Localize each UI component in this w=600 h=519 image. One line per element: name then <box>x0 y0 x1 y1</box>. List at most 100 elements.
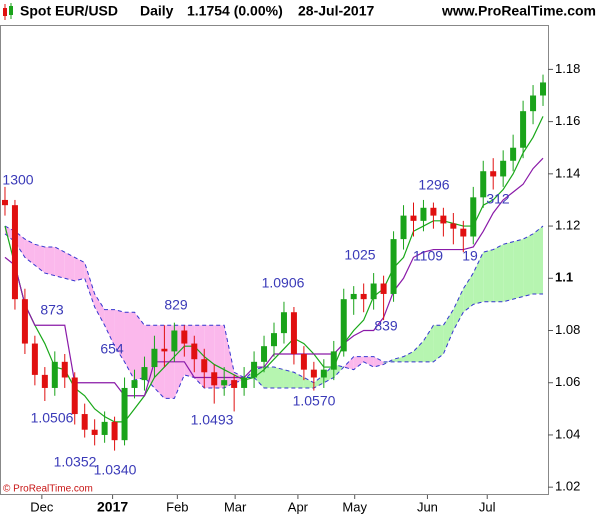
candle-body <box>310 369 317 378</box>
y-tick-label: 1.1 <box>555 270 573 285</box>
cloud-segment <box>124 312 135 381</box>
cloud-segment <box>104 309 115 347</box>
cloud-segment <box>274 367 284 388</box>
x-tick-label: May <box>342 499 367 514</box>
plot-frame <box>0 25 549 495</box>
y-tick-label: 1.16 <box>555 113 580 128</box>
x-tick-label: Jul <box>479 499 496 514</box>
candle-body <box>410 215 417 221</box>
candle-body <box>61 361 68 378</box>
candle-body <box>91 429 98 435</box>
y-tick-label: 1.06 <box>555 374 580 389</box>
period: Daily <box>140 3 174 19</box>
cloud-segment <box>473 252 484 305</box>
cloud-segment <box>313 374 324 388</box>
cloud-segment <box>393 356 404 362</box>
candle-body <box>121 387 128 441</box>
candle-body <box>460 228 467 237</box>
candle-body <box>400 215 407 240</box>
candle-body <box>330 351 337 370</box>
candle-body <box>221 380 228 386</box>
cloud-segment <box>94 293 105 326</box>
cloud-segment <box>343 356 354 370</box>
x-tick-label: Dec <box>30 499 54 514</box>
candle-body <box>530 95 537 112</box>
candle-body <box>370 283 377 300</box>
cloud-segment <box>383 359 394 365</box>
cloud-segment <box>373 356 384 368</box>
source: www.ProRealTime.com <box>441 3 596 19</box>
annotation: 1.0340 <box>94 462 137 478</box>
cloud-segment <box>34 244 45 274</box>
cloud-segment <box>54 246 65 279</box>
candle-body <box>171 330 178 352</box>
annotation: 654 <box>100 341 124 357</box>
x-tick-label: Mar <box>224 499 247 514</box>
cloud-segment <box>84 262 95 307</box>
cloud-segment <box>493 244 504 302</box>
candle-body <box>41 374 48 388</box>
candle-body <box>470 197 477 237</box>
candle-body <box>390 239 397 294</box>
y-tick-label: 1.12 <box>555 217 580 232</box>
candle-body <box>151 348 158 368</box>
cloud-segment <box>74 257 85 281</box>
x-tick-label: Jun <box>417 499 438 514</box>
cloud-segment <box>413 340 424 362</box>
candle-body <box>350 293 357 300</box>
x-tick-label: Apr <box>288 499 309 514</box>
candle-body <box>31 343 38 375</box>
cloud-segment <box>523 233 534 297</box>
annotation: 1.0906 <box>262 275 305 291</box>
x-tick-label: Feb <box>166 499 188 514</box>
candle-body <box>420 207 427 221</box>
candle-body <box>1 199 8 206</box>
y-tick-label: 1.08 <box>555 322 580 337</box>
cloud-segment <box>463 273 474 313</box>
cloud-span-a <box>4 225 544 399</box>
annotation: 312 <box>486 191 510 207</box>
cloud-segment <box>403 351 414 362</box>
candle-body <box>71 377 78 415</box>
candle-body <box>480 171 487 198</box>
candle-body <box>241 377 248 388</box>
candle-body <box>280 312 287 334</box>
candle-body <box>450 223 457 229</box>
candle-body <box>500 160 507 177</box>
cloud-segment <box>513 239 524 300</box>
cloud-segment <box>353 356 364 370</box>
candle-body <box>510 147 517 161</box>
instrument: Spot EUR/USD <box>20 3 118 19</box>
candle-body <box>141 367 148 381</box>
annotation: 1025 <box>344 247 375 263</box>
cloud-segment <box>264 367 274 388</box>
candle-body <box>360 293 367 300</box>
candle-body <box>540 82 547 96</box>
cloud-segment <box>114 309 125 362</box>
cloud-segment <box>423 325 434 362</box>
annotation: 1109 <box>413 248 443 264</box>
cloud-segment <box>363 356 374 368</box>
y-tick-label: 1.18 <box>555 61 580 76</box>
candle-body <box>191 343 198 360</box>
candle-body <box>131 380 138 388</box>
cloud-segment <box>303 377 314 388</box>
y-tick-label: 1.02 <box>555 479 580 494</box>
logo-icon <box>3 3 13 20</box>
candle-body <box>231 380 238 388</box>
last-quote: 1.1754 (0.00%) <box>187 3 283 19</box>
candle-body <box>520 111 527 148</box>
cloud-segment <box>283 369 294 388</box>
cloud-segment <box>134 312 145 381</box>
candle-body <box>111 421 118 441</box>
annotation: 1.0506 <box>31 410 74 426</box>
annotation: 1.0570 <box>293 393 336 409</box>
candle-body <box>51 361 58 388</box>
y-tick-label: 1.04 <box>555 426 580 441</box>
candle-body <box>320 369 327 378</box>
candle-body <box>340 299 347 352</box>
candle-body <box>490 171 497 177</box>
candle-body <box>261 346 268 362</box>
